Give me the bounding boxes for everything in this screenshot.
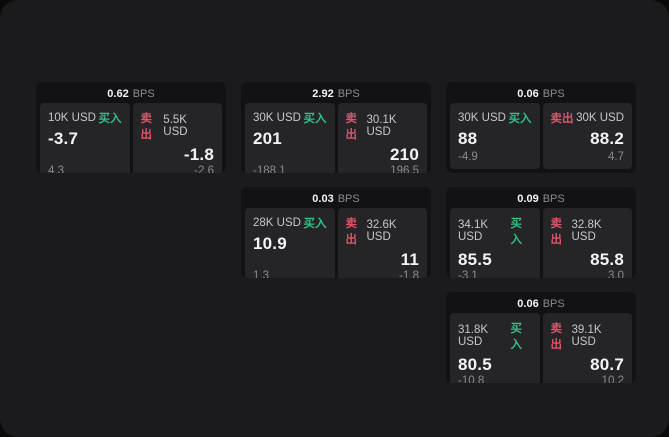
quote-card-1: 0.62 BPS 10K USD 买入 -3.7 4.3 卖出 5.5K USD xyxy=(36,82,226,173)
bps-value: 0.09 xyxy=(517,193,539,205)
sell-delta: 196.5 xyxy=(390,165,419,173)
bps-value: 0.06 xyxy=(517,88,539,100)
sell-amount: 32.8K USD xyxy=(571,219,602,243)
bps-suffix-label: BPS xyxy=(542,88,565,100)
sell-panel[interactable]: 卖出 30.1K USD 210 196.5 xyxy=(337,103,427,173)
buy-delta: -4.9 xyxy=(458,151,478,163)
buy-label: 买入 xyxy=(510,323,523,351)
buy-sell-panels: 10K USD 买入 -3.7 4.3 卖出 5.5K USD -1.8 -2.… xyxy=(36,103,226,173)
sell-label: 卖出 xyxy=(345,113,358,141)
sell-amount: 30K USD xyxy=(576,112,624,124)
buy-sell-panels: 34.1K USD 买入 85.5 -3.1 卖出 32.8K USD 85.8… xyxy=(446,208,636,278)
bps-header: 0.06 BPS xyxy=(446,82,636,103)
sell-amount: 5.5K USD xyxy=(163,114,188,138)
buy-price: 85.5 xyxy=(458,250,492,269)
sell-amount: 32.6K USD xyxy=(366,219,397,243)
sell-panel[interactable]: 卖出 32.6K USD 11 -1.8 xyxy=(337,208,427,278)
sell-panel[interactable]: 卖出 32.8K USD 85.8 3.0 xyxy=(542,208,632,278)
sell-label: 卖出 xyxy=(550,218,563,246)
buy-panel[interactable]: 28K USD 买入 10.9 1.3 xyxy=(245,208,335,278)
buy-price: 10.9 xyxy=(253,234,287,253)
bps-suffix-label: BPS xyxy=(542,193,565,205)
sell-label: 卖出 xyxy=(550,323,563,351)
buy-sell-panels: 31.8K USD 买入 80.5 -10.8 卖出 39.1K USD 80.… xyxy=(446,313,636,383)
buy-amount: 34.1K USD xyxy=(458,219,489,243)
quote-board: 0.62 BPS 10K USD 买入 -3.7 4.3 卖出 5.5K USD xyxy=(36,82,636,383)
buy-amount: 31.8K USD xyxy=(458,324,489,348)
bps-suffix-label: BPS xyxy=(132,88,155,100)
buy-sell-panels: 30K USD 买入 201 -188.1 卖出 30.1K USD 210 1… xyxy=(241,103,431,173)
buy-delta: -10.8 xyxy=(458,375,485,383)
sell-delta: -2.6 xyxy=(194,165,214,173)
sell-price: 210 xyxy=(390,145,419,164)
buy-label: 买入 xyxy=(508,113,532,125)
buy-amount: 10K USD xyxy=(48,112,96,124)
buy-price: 201 xyxy=(253,129,282,148)
quote-card-3: 0.06 BPS 30K USD 买入 88 -4.9 卖出 30K USD xyxy=(446,82,636,173)
bps-header: 2.92 BPS xyxy=(241,82,431,103)
buy-amount: 30K USD xyxy=(253,112,301,124)
buy-price: 80.5 xyxy=(458,355,492,374)
buy-sell-panels: 28K USD 买入 10.9 1.3 卖出 32.6K USD 11 -1.8 xyxy=(241,208,431,278)
sell-amount: 30.1K USD xyxy=(366,114,397,138)
sell-delta: 4.7 xyxy=(608,151,624,163)
sell-panel[interactable]: 卖出 30K USD 88.2 4.7 xyxy=(542,103,632,169)
sell-label: 卖出 xyxy=(345,218,358,246)
sell-panel[interactable]: 卖出 5.5K USD -1.8 -2.6 xyxy=(132,103,222,173)
buy-panel[interactable]: 30K USD 买入 201 -188.1 xyxy=(245,103,335,173)
sell-price: 85.8 xyxy=(590,250,624,269)
sell-amount: 39.1K USD xyxy=(571,324,602,348)
bps-header: 0.06 BPS xyxy=(446,292,636,313)
quote-card-4: 0.03 BPS 28K USD 买入 10.9 1.3 卖出 32.6K US… xyxy=(241,187,431,278)
buy-panel[interactable]: 10K USD 买入 -3.7 4.3 xyxy=(40,103,130,173)
bps-suffix-label: BPS xyxy=(337,88,360,100)
bps-header: 0.03 BPS xyxy=(241,187,431,208)
sell-label: 卖出 xyxy=(550,113,574,125)
buy-price: 88 xyxy=(458,129,478,148)
buy-label: 买入 xyxy=(98,113,122,125)
buy-amount: 28K USD xyxy=(253,217,301,229)
buy-label: 买入 xyxy=(510,218,523,246)
buy-delta: 4.3 xyxy=(48,165,64,173)
buy-delta: 1.3 xyxy=(253,270,269,278)
buy-label: 买入 xyxy=(303,218,327,230)
buy-panel[interactable]: 30K USD 买入 88 -4.9 xyxy=(450,103,540,169)
buy-label: 买入 xyxy=(303,113,327,125)
buy-delta: -3.1 xyxy=(458,270,478,278)
buy-panel[interactable]: 31.8K USD 买入 80.5 -10.8 xyxy=(450,313,540,383)
bps-value: 0.03 xyxy=(312,193,334,205)
bps-value: 0.62 xyxy=(107,88,129,100)
sell-price: 88.2 xyxy=(590,129,624,148)
quote-card-2: 2.92 BPS 30K USD 买入 201 -188.1 卖出 30.1K … xyxy=(241,82,431,173)
bps-suffix-label: BPS xyxy=(337,193,360,205)
buy-price: -3.7 xyxy=(48,129,79,148)
sell-delta: -1.8 xyxy=(399,270,419,278)
bps-suffix-label: BPS xyxy=(542,298,565,310)
sell-delta: 3.0 xyxy=(608,270,624,278)
buy-panel[interactable]: 34.1K USD 买入 85.5 -3.1 xyxy=(450,208,540,278)
quote-card-5: 0.09 BPS 34.1K USD 买入 85.5 -3.1 卖出 32.8K… xyxy=(446,187,636,278)
sell-panel[interactable]: 卖出 39.1K USD 80.7 10.2 xyxy=(542,313,632,383)
sell-label: 卖出 xyxy=(140,113,153,141)
sell-price: 11 xyxy=(400,250,419,269)
bps-header: 0.09 BPS xyxy=(446,187,636,208)
buy-delta: -188.1 xyxy=(253,165,286,173)
buy-amount: 30K USD xyxy=(458,112,506,124)
sell-delta: 10.2 xyxy=(601,375,624,383)
sell-price: -1.8 xyxy=(183,145,214,164)
bps-value: 2.92 xyxy=(312,88,334,100)
quote-card-6: 0.06 BPS 31.8K USD 买入 80.5 -10.8 卖出 39.1… xyxy=(446,292,636,383)
buy-sell-panels: 30K USD 买入 88 -4.9 卖出 30K USD 88.2 4.7 xyxy=(446,103,636,173)
bps-header: 0.62 BPS xyxy=(36,82,226,103)
sell-price: 80.7 xyxy=(590,355,624,374)
bps-value: 0.06 xyxy=(517,298,539,310)
